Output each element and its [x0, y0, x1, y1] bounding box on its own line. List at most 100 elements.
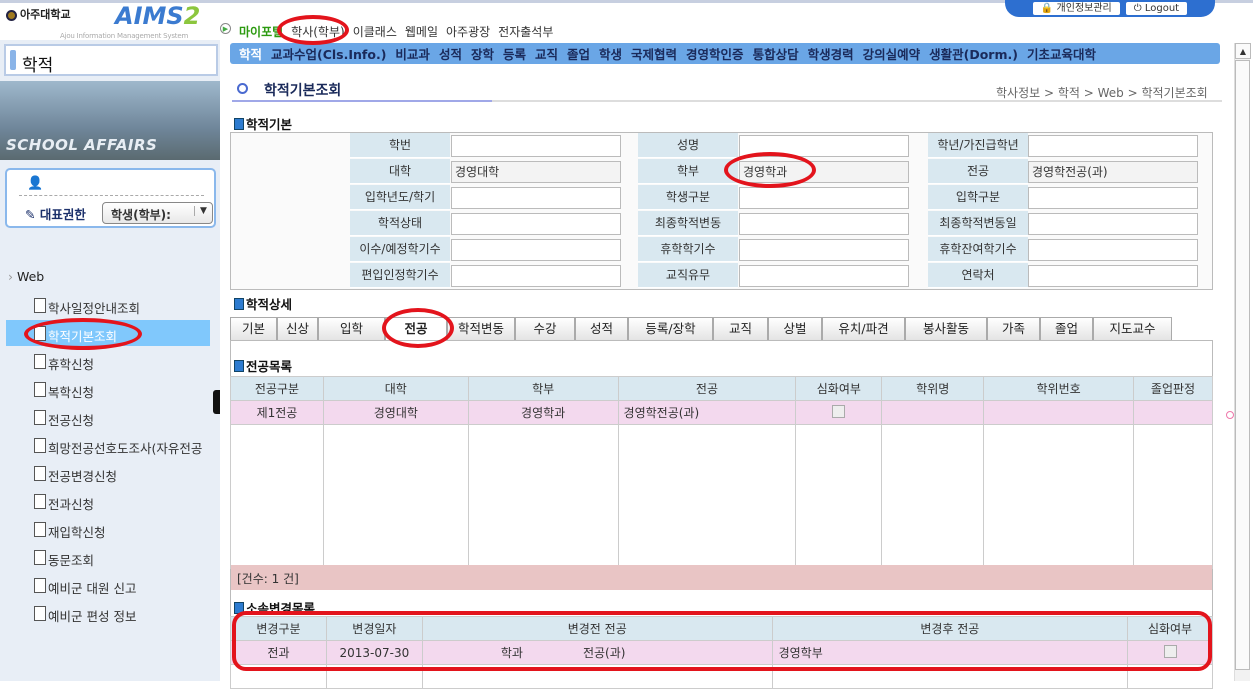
tab-8[interactable]: 교직: [713, 317, 768, 340]
tab-1[interactable]: 신상: [277, 317, 318, 340]
top-nav-ajou-square[interactable]: 아주광장: [446, 25, 491, 39]
field-label: 전공: [928, 159, 1028, 184]
scrollbar[interactable]: ▲: [1234, 43, 1251, 681]
main-nav-item[interactable]: 강의실예약: [862, 47, 921, 62]
logout-button[interactable]: ⏻ Logout: [1125, 2, 1188, 15]
tree-root-web[interactable]: › Web: [8, 269, 44, 284]
checkbox[interactable]: [832, 404, 846, 418]
table-cell: [322, 448, 469, 473]
sidebar-item[interactable]: 복학신청: [6, 376, 210, 402]
top-nav: ▶ 마이포털 학사(학부) 이클래스 웹메일 아주광장 전자출석부: [220, 23, 553, 40]
role-select[interactable]: 학생(학부): ▼: [102, 202, 213, 224]
tab-12[interactable]: 가족: [987, 317, 1040, 340]
tab-6[interactable]: 성적: [575, 317, 628, 340]
privacy-button[interactable]: 🔒 개인정보관리: [1032, 2, 1120, 15]
table-row[interactable]: 제1전공 경영대학 경영학과 경영학전공(과): [230, 400, 1214, 425]
table-cell: [881, 472, 985, 497]
sidebar-item[interactable]: 휴학신청: [6, 348, 210, 374]
main-nav-item[interactable]: 학생경력: [807, 47, 854, 62]
tab-9[interactable]: 상벌: [768, 317, 822, 340]
table-row[interactable]: 전과 2013-07-30 학과 전공(과) 경영학부: [230, 640, 1213, 665]
main-nav-item[interactable]: 장학: [470, 47, 494, 62]
tab-14[interactable]: 지도교수: [1093, 317, 1172, 340]
main-nav-item[interactable]: 비교과: [395, 47, 430, 62]
sidebar-item[interactable]: 전공신청: [6, 404, 210, 430]
sidebar-item-label: 예비군 편성 정보: [48, 609, 137, 624]
field-label: 연락처: [928, 263, 1028, 288]
top-nav-webmail[interactable]: 웹메일: [404, 25, 438, 39]
main-nav-item[interactable]: 교과수업(Cls.Info.): [271, 47, 387, 62]
tab-10[interactable]: 유치/파견: [822, 317, 905, 340]
before-dept: 학과: [500, 646, 523, 660]
tab-11[interactable]: 봉사활동: [905, 317, 987, 340]
table-cell: [1132, 544, 1214, 569]
sidebar-item[interactable]: 전공변경신청: [6, 460, 210, 486]
collapse-sidebar-handle[interactable]: [213, 390, 220, 414]
main-nav-item[interactable]: 기초교육대학: [1026, 47, 1096, 62]
field-value: [1028, 265, 1198, 287]
before-major-name: 전공(과): [582, 646, 626, 660]
sidebar-item[interactable]: 동문조회: [6, 544, 210, 570]
table-cell: [795, 496, 883, 521]
main-nav-item[interactable]: 학생: [599, 47, 623, 62]
aims-logo[interactable]: AIMS2: [115, 2, 200, 30]
field-value: [739, 265, 909, 287]
tab-7[interactable]: 등록/장학: [628, 317, 713, 340]
top-nav-myportal[interactable]: 마이포털: [239, 25, 284, 39]
sidebar-item[interactable]: 예비군 대원 신고: [6, 572, 210, 598]
change-type: 전과: [230, 640, 327, 665]
field-label: 최종학적변동일: [928, 211, 1028, 236]
field-value: [739, 135, 909, 157]
main-nav-item[interactable]: 등록: [502, 47, 526, 62]
tab-13[interactable]: 졸업: [1040, 317, 1093, 340]
table-cell: [983, 496, 1134, 521]
column-header: 변경전 전공: [421, 616, 773, 641]
table-cell: [1132, 448, 1214, 473]
table-cell: [467, 520, 619, 545]
main-nav-item[interactable]: 통합상담: [752, 47, 799, 62]
main-nav-item[interactable]: 졸업: [567, 47, 591, 62]
main-nav-item[interactable]: 국제협력: [631, 47, 678, 62]
field-value: [1028, 239, 1198, 261]
tab-0[interactable]: 기본: [230, 317, 277, 340]
empty-row: [230, 496, 1214, 521]
table-cell: [230, 448, 324, 473]
main-nav-item[interactable]: 학적: [239, 47, 263, 62]
table-cell: [983, 520, 1134, 545]
tab-5[interactable]: 수강: [515, 317, 575, 340]
sidebar-item[interactable]: 재입학신청: [6, 516, 210, 542]
table-cell: 경영학전공(과): [617, 400, 797, 425]
column-header: 대학: [322, 376, 469, 401]
checkbox[interactable]: [1163, 644, 1177, 658]
tab-4[interactable]: 학적변동: [447, 317, 515, 340]
main-nav-item[interactable]: 경영학인증: [686, 47, 744, 62]
sidebar-item[interactable]: 학사일정안내조회: [6, 292, 210, 318]
main-nav-item[interactable]: 성적: [438, 47, 462, 62]
logout-label: Logout: [1144, 3, 1180, 14]
main-nav-item[interactable]: 교직: [534, 47, 558, 62]
top-nav-attendance[interactable]: 전자출석부: [498, 25, 554, 39]
field-value: [451, 135, 621, 157]
university-logo[interactable]: 아주대학교: [6, 6, 71, 22]
sidebar-item-label: 전공변경신청: [48, 469, 118, 484]
scroll-up-icon[interactable]: ▲: [1235, 43, 1251, 59]
top-nav-eclass[interactable]: 이클래스: [352, 25, 397, 39]
empty-row: [230, 544, 1214, 569]
field-label: 휴학잔여학기수: [928, 237, 1028, 262]
column-header: 학부: [467, 376, 619, 401]
field-value: [1028, 187, 1198, 209]
tab-2[interactable]: 입학: [318, 317, 385, 340]
role-label: ✎ 대표권한: [25, 207, 86, 222]
scroll-thumb[interactable]: [1235, 60, 1250, 670]
sidebar-item[interactable]: 예비군 편성 정보: [6, 600, 210, 626]
table-cell: [617, 472, 797, 497]
root-label: Web: [16, 269, 45, 284]
school-affairs-banner: SCHOOL AFFAIRS: [0, 81, 220, 160]
main-nav-item[interactable]: 생활관(Dorm.): [929, 47, 1018, 62]
sidebar-item[interactable]: 전과신청: [6, 488, 210, 514]
record-count: [건수: 1 건]: [231, 565, 1212, 590]
table-cell: [617, 544, 797, 569]
table-cell: [467, 472, 619, 497]
sidebar-item[interactable]: 희망전공선호도조사(자유전공: [6, 432, 210, 458]
table-cell: [230, 472, 324, 497]
